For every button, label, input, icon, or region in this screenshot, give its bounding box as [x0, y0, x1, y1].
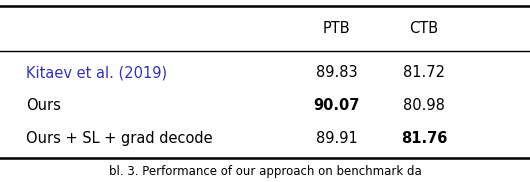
Text: Ours + SL + grad decode: Ours + SL + grad decode: [26, 131, 213, 146]
Text: 81.72: 81.72: [403, 65, 445, 80]
Text: 81.76: 81.76: [401, 131, 447, 146]
Text: CTB: CTB: [410, 21, 438, 36]
Text: 80.98: 80.98: [403, 98, 445, 113]
Text: 90.07: 90.07: [313, 98, 360, 113]
Text: PTB: PTB: [323, 21, 350, 36]
Text: bl. 3. Performance of our approach on benchmark da: bl. 3. Performance of our approach on be…: [109, 165, 421, 178]
Text: 89.91: 89.91: [316, 131, 357, 146]
Text: Ours: Ours: [26, 98, 61, 113]
Text: 89.83: 89.83: [316, 65, 357, 80]
Text: Kitaev et al. (2019): Kitaev et al. (2019): [26, 65, 167, 80]
